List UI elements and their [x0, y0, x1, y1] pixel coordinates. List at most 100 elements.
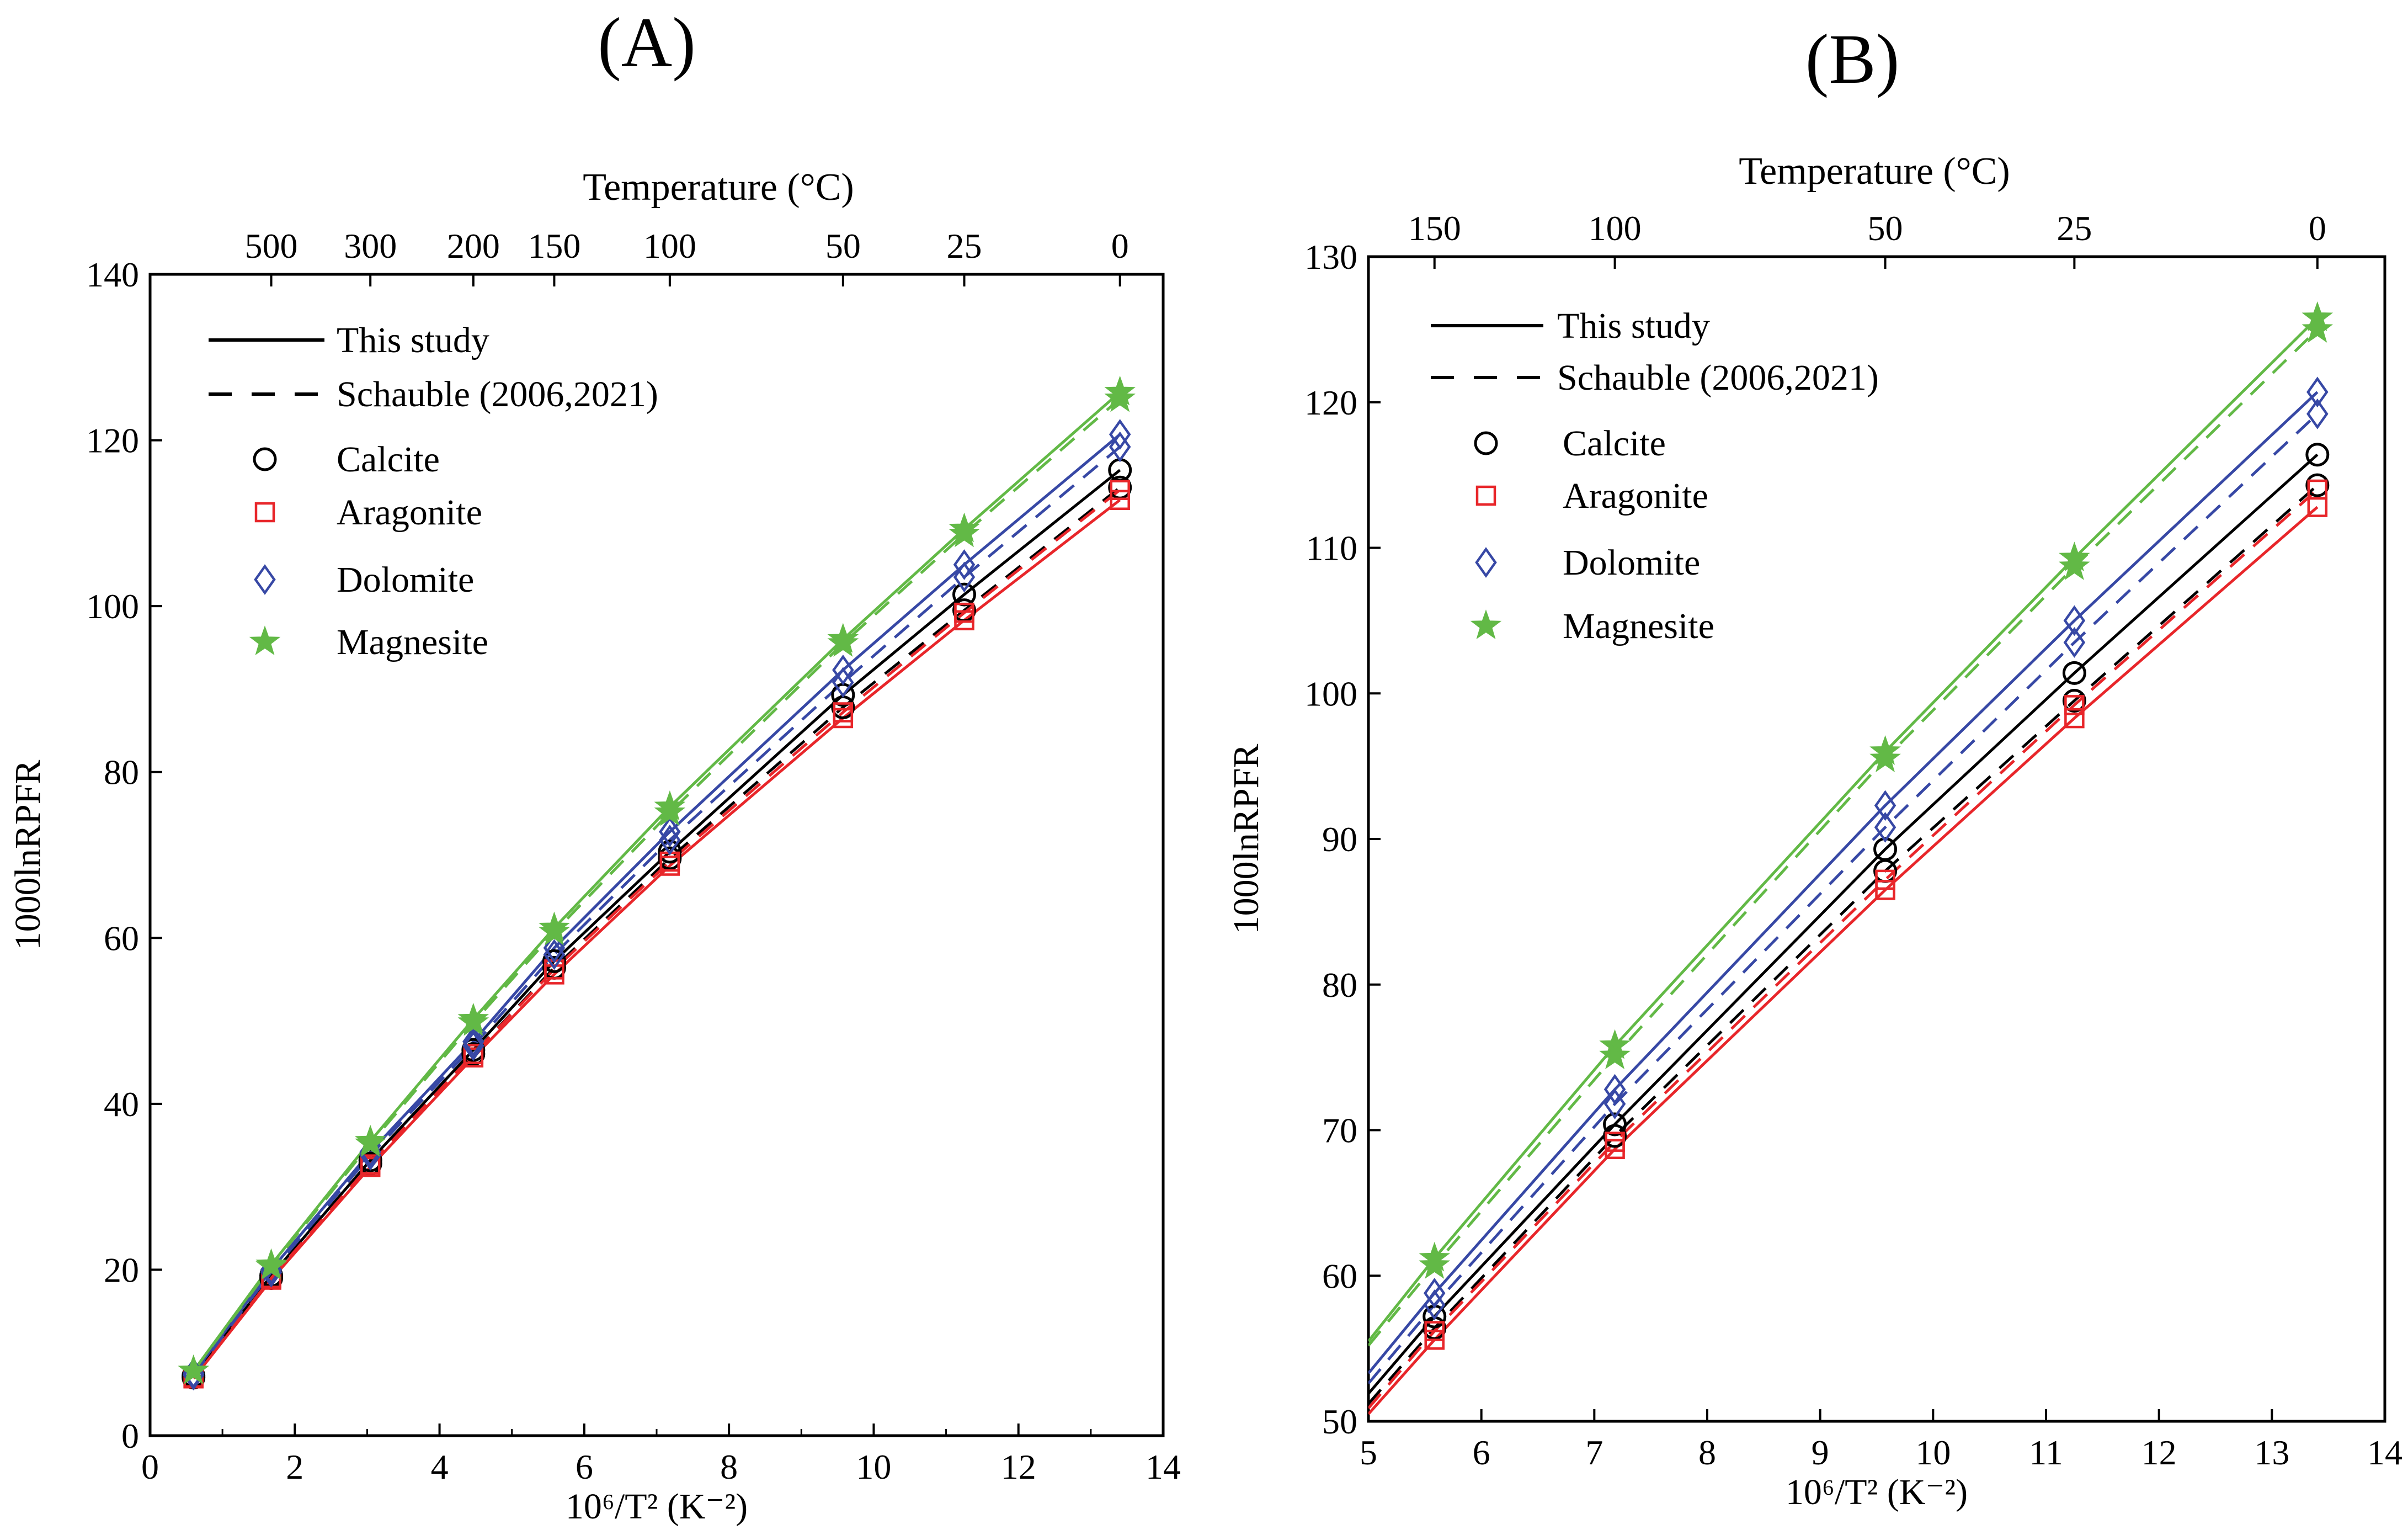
top-tick-label: 300	[344, 226, 397, 265]
data-point-dolomite	[1423, 1278, 1446, 1309]
data-point-dolomite	[462, 1030, 484, 1061]
data-point-aragonite	[1605, 1132, 1625, 1152]
chart-panel-b: (B) 5 6 7 8 9 10 11 12 13 14 50 60 70 80 90 100 110 120 130…	[1226, 20, 2402, 1512]
data-point-dolomite	[2306, 398, 2329, 429]
data-point-magnesite	[255, 1250, 287, 1280]
y-axis-title: 1000lnRPFR	[1226, 744, 1266, 934]
x-tick-label: 9	[1812, 1433, 1829, 1472]
data-point-aragonite	[833, 702, 854, 723]
data-point-magnesite	[827, 627, 859, 657]
y-tick-label: 80	[1322, 965, 1357, 1005]
data-point-calcite	[2305, 473, 2330, 497]
y-tick-label: 120	[1304, 383, 1357, 422]
data-point-calcite	[658, 840, 682, 864]
top-tick-label: 500	[245, 226, 298, 265]
top-tick-label: 100	[643, 226, 696, 265]
data-point-aragonite	[1875, 869, 1895, 890]
data-point-dolomite	[1874, 790, 1896, 821]
legend-marker-calcite	[253, 447, 277, 471]
legend-marker-magnesite	[1470, 609, 1502, 640]
x-tick-label: 2	[286, 1447, 303, 1486]
data-point-aragonite	[1424, 1330, 1445, 1350]
legend-label-schauble: Schauble (2006,2021)	[337, 374, 658, 415]
series-line-aragonite-dashed	[192, 488, 1121, 1379]
y-tick-label: 140	[86, 255, 139, 294]
data-point-magnesite	[1869, 742, 1901, 773]
y-tick-label: 80	[104, 753, 139, 792]
y-tick-label: 60	[104, 918, 139, 958]
data-point-dolomite	[1603, 1074, 1626, 1105]
x-tick-label: 8	[1698, 1433, 1716, 1472]
data-point-magnesite	[539, 916, 570, 946]
legend-label-calcite: Calcite	[337, 439, 440, 480]
legend-marker-aragonite	[1475, 485, 1496, 506]
legend-label-schauble: Schauble (2006,2021)	[1557, 358, 1879, 398]
data-point-magnesite	[1599, 1039, 1631, 1070]
data-point-calcite	[542, 949, 566, 973]
data-point-dolomite	[543, 939, 566, 970]
data-point-calcite	[1603, 1124, 1627, 1148]
x-tick-label: 5	[1360, 1433, 1377, 1472]
data-point-dolomite	[659, 816, 681, 847]
data-point-aragonite	[1424, 1321, 1445, 1341]
series-markers	[178, 375, 1136, 1391]
x-axis-title: 10⁶/T² (K⁻²)	[566, 1486, 748, 1527]
top-axis-title: Temperature (°C)	[1739, 150, 2010, 193]
y-tick-label: 40	[104, 1085, 139, 1124]
legend-label-magnesite: Magnesite	[337, 622, 488, 662]
panel-label: (A)	[598, 3, 696, 82]
top-tick-label: 50	[825, 226, 861, 265]
x-axis-title: 10⁶/T² (K⁻²)	[1786, 1472, 1968, 1512]
x-tick-label: 8	[720, 1447, 738, 1486]
data-point-calcite	[1603, 1112, 1627, 1136]
data-point-calcite	[461, 1042, 486, 1066]
x-tick-label: 14	[2367, 1433, 2402, 1472]
y-tick-label: 0	[121, 1416, 139, 1456]
data-point-dolomite	[953, 549, 976, 580]
legend-label-aragonite: Aragonite	[337, 492, 482, 533]
panel-label: (B)	[1805, 20, 1900, 98]
data-point-calcite	[2062, 661, 2086, 685]
data-point-magnesite	[1419, 1249, 1451, 1279]
x-tick-label: 10	[1915, 1433, 1951, 1472]
series-markers	[1419, 301, 2334, 1350]
data-point-dolomite	[2063, 605, 2086, 636]
top-axis-title: Temperature (°C)	[583, 166, 854, 209]
data-point-aragonite	[2064, 708, 2085, 729]
top-tick-label: 150	[528, 226, 580, 265]
data-point-magnesite	[2302, 313, 2334, 343]
data-point-aragonite	[463, 1044, 484, 1064]
top-tick-label: 100	[1589, 209, 1642, 248]
y-tick-label: 120	[86, 421, 139, 460]
data-point-aragonite	[544, 959, 564, 980]
data-point-magnesite	[178, 1355, 209, 1384]
top-tick-label: 0	[1111, 226, 1129, 265]
series-line-dolomite-solid	[1368, 391, 2319, 1374]
data-point-calcite	[2305, 443, 2330, 467]
x-tick-label: 0	[141, 1447, 159, 1486]
y-tick-label: 60	[1322, 1256, 1357, 1295]
data-point-magnesite	[354, 1127, 386, 1157]
data-point-dolomite	[953, 561, 976, 593]
y-tick-label: 90	[1322, 820, 1357, 859]
y-tick-label: 100	[1304, 674, 1357, 713]
series-line-aragonite-dashed	[1368, 488, 2319, 1409]
legend: This study Schauble (2006,2021) Calcite Ara…	[1431, 306, 1879, 646]
legend-label-aragonite: Aragonite	[1563, 476, 1708, 516]
legend-marker-dolomite	[254, 564, 276, 595]
legend-marker-dolomite	[1475, 547, 1497, 578]
legend-label-this-study: This study	[337, 320, 489, 360]
series-line-dolomite-solid	[192, 433, 1121, 1374]
data-point-dolomite	[2063, 627, 2086, 658]
data-point-aragonite	[2064, 695, 2085, 715]
data-point-dolomite	[543, 932, 566, 964]
data-point-aragonite	[2307, 479, 2328, 500]
y-axis-title: 1000lnRPFR	[8, 760, 48, 950]
data-point-aragonite	[1605, 1139, 1625, 1160]
y-tick-label: 20	[104, 1250, 139, 1289]
series-line-dolomite-dashed	[192, 445, 1121, 1376]
data-point-aragonite	[954, 602, 974, 623]
top-tick-label: 25	[2057, 209, 2092, 248]
